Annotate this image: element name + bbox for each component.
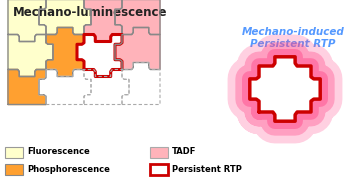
Polygon shape [84, 0, 122, 42]
Polygon shape [39, 70, 91, 105]
Text: Fluorescence: Fluorescence [27, 147, 90, 156]
Polygon shape [8, 0, 46, 42]
Polygon shape [77, 35, 122, 77]
Polygon shape [115, 28, 160, 70]
Polygon shape [8, 35, 53, 77]
Polygon shape [250, 57, 320, 121]
Bar [150, 163, 168, 174]
Polygon shape [46, 28, 84, 77]
Polygon shape [77, 35, 122, 77]
Polygon shape [8, 70, 46, 105]
Polygon shape [84, 70, 129, 105]
Polygon shape [250, 57, 320, 121]
Bar [5, 163, 23, 174]
Text: Persistent RTP: Persistent RTP [172, 164, 242, 174]
Polygon shape [250, 57, 320, 121]
Polygon shape [77, 35, 122, 77]
Polygon shape [39, 0, 91, 35]
Text: Mechano-luminescence: Mechano-luminescence [13, 6, 167, 19]
Polygon shape [115, 0, 160, 35]
Text: Phosphorescence: Phosphorescence [27, 164, 110, 174]
Text: Mechano-induced
Persistent RTP: Mechano-induced Persistent RTP [242, 27, 344, 49]
Bar [5, 146, 23, 157]
Text: TADF: TADF [172, 147, 196, 156]
Polygon shape [250, 57, 320, 121]
Bar [150, 146, 168, 157]
Polygon shape [122, 63, 160, 105]
Polygon shape [77, 35, 122, 77]
